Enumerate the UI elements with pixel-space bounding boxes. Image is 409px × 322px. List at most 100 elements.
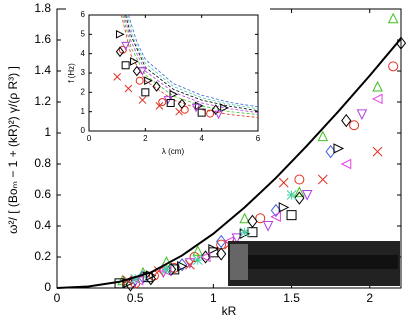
y-tick-label: 0	[44, 280, 51, 294]
y-tick-label: 1	[44, 125, 51, 139]
x-tick-label: 4	[199, 134, 204, 143]
marker	[138, 67, 147, 76]
curve	[126, 14, 259, 110]
curve	[56, 37, 402, 289]
y-tick-label: 2	[81, 87, 86, 96]
marker	[278, 202, 290, 213]
marker	[286, 190, 297, 200]
marker	[317, 130, 329, 142]
y-tick-label: 1.8	[34, 1, 51, 15]
y-tick-label: 1.2	[34, 94, 51, 108]
marker	[130, 273, 141, 284]
marker	[206, 109, 215, 118]
marker	[239, 227, 250, 238]
marker	[262, 221, 274, 232]
marker	[191, 103, 201, 113]
marker	[270, 211, 281, 223]
marker	[199, 251, 211, 263]
marker	[130, 57, 139, 66]
inset-frame	[88, 14, 259, 132]
marker	[185, 259, 195, 270]
y-tick-label: 0	[81, 126, 86, 135]
curve	[121, 14, 259, 118]
photo-detail	[230, 244, 248, 280]
marker	[135, 76, 144, 85]
y-tick-label: 4	[81, 49, 86, 58]
marker	[197, 108, 206, 117]
marker	[372, 146, 383, 157]
marker	[349, 120, 360, 131]
marker	[121, 61, 130, 70]
x-tick-label: 0.5	[127, 291, 144, 305]
y-tick-label: 1	[81, 107, 86, 116]
marker	[169, 89, 179, 99]
marker	[144, 76, 153, 86]
marker	[216, 234, 227, 249]
marker	[294, 174, 305, 185]
marker	[192, 255, 203, 265]
y-tick-label: 1.6	[34, 32, 51, 46]
x-tick-label: 2	[143, 134, 148, 143]
y-tick-label: 0.2	[34, 249, 51, 263]
marker	[220, 103, 229, 113]
inset-plot: 0 2 4 6 0 1 2 3 4 5 6	[81, 10, 261, 143]
y-tick-label: 5	[81, 29, 86, 38]
marker	[294, 186, 305, 197]
marker	[177, 260, 188, 272]
marker	[294, 191, 305, 205]
marker	[216, 239, 227, 250]
marker	[115, 46, 125, 58]
marker	[317, 174, 328, 185]
y-tick-label: 0.8	[34, 156, 51, 170]
marker	[161, 264, 172, 275]
marker	[286, 210, 297, 221]
marker	[155, 102, 164, 110]
marker	[211, 104, 220, 116]
marker	[371, 93, 383, 105]
marker	[356, 109, 368, 121]
marker	[175, 107, 183, 116]
marker	[138, 96, 147, 104]
inset-x-axis-label: λ (cm)	[162, 147, 185, 156]
marker	[113, 73, 122, 81]
marker	[372, 80, 383, 92]
y-tick-label: 0.4	[34, 218, 51, 232]
y-axis-label: ω²/ [ (Boₘ − 1 + (kR)²) γ/(ρ R³) ]	[6, 66, 20, 234]
curve	[125, 14, 259, 112]
marker	[301, 190, 313, 201]
marker	[153, 266, 164, 276]
photo-detail	[248, 255, 398, 269]
marker	[340, 158, 352, 170]
marker	[255, 213, 266, 224]
y-tick-label: 0.6	[34, 187, 51, 201]
x-tick-label: 6	[256, 134, 261, 143]
marker	[333, 143, 345, 154]
marker	[152, 81, 161, 92]
marker	[387, 12, 399, 24]
y-tick-label: 1.4	[34, 63, 51, 77]
marker	[121, 41, 130, 51]
marker	[388, 61, 399, 72]
marker	[166, 98, 175, 107]
x-tick-label: 1.5	[283, 291, 300, 305]
marker	[214, 110, 223, 120]
marker	[341, 113, 352, 128]
marker	[132, 65, 142, 77]
y-tick-label: 6	[81, 10, 86, 19]
y-tick-label: 3	[81, 68, 86, 77]
marker	[278, 177, 289, 188]
marker	[231, 233, 243, 245]
inset-y-axis-label: f (Hz)	[67, 63, 76, 83]
x-tick-label: 2	[366, 291, 373, 305]
marker	[192, 245, 204, 256]
marker	[208, 247, 219, 258]
marker	[115, 30, 125, 39]
x-tick-label: 1	[210, 291, 217, 305]
x-tick-label: 0	[87, 134, 92, 143]
marker	[163, 96, 173, 105]
marker	[122, 278, 133, 289]
x-axis-label: kR	[222, 304, 237, 318]
marker	[239, 212, 250, 224]
marker	[141, 88, 150, 97]
